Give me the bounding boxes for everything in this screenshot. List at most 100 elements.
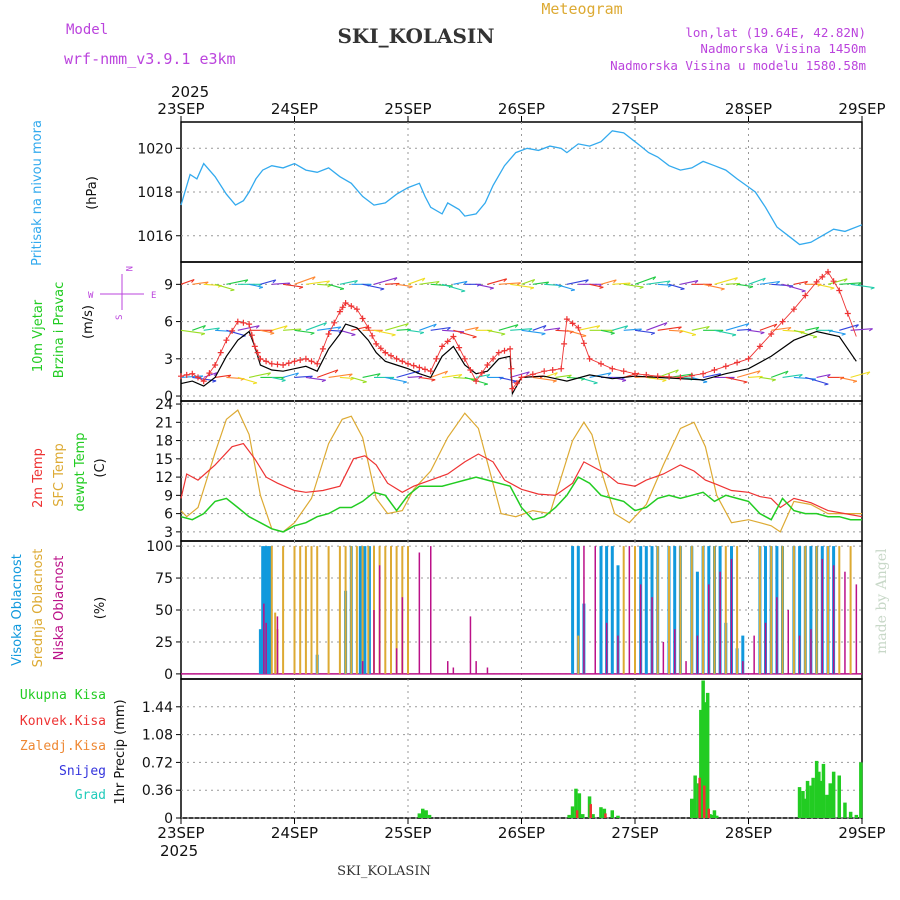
y-tick-label: 9 bbox=[164, 277, 173, 293]
gust-marker bbox=[456, 344, 463, 351]
wind-arrow bbox=[510, 283, 534, 289]
wind-arrow bbox=[714, 277, 738, 285]
cloud-bar bbox=[702, 546, 705, 674]
precip-bar bbox=[591, 814, 595, 818]
cloud-bar bbox=[810, 629, 812, 674]
gust-marker bbox=[274, 361, 281, 368]
cloud-bar bbox=[304, 546, 307, 674]
cloud-bar bbox=[401, 597, 404, 674]
cloud-bar bbox=[258, 629, 262, 674]
cloud-bar bbox=[668, 546, 670, 674]
wind-arrow bbox=[407, 277, 426, 285]
wind-arrow-head bbox=[191, 279, 195, 283]
watermark: made by Angel bbox=[874, 548, 890, 654]
y-tick-label: 0 bbox=[164, 667, 173, 683]
cloud-bar bbox=[430, 546, 432, 674]
cloud-bar bbox=[571, 546, 575, 674]
precip-unit: 1hr Precip (mm) bbox=[113, 699, 128, 804]
wind-arrow bbox=[657, 283, 672, 286]
wind-arrow bbox=[362, 283, 385, 290]
wind-arrow bbox=[680, 280, 699, 285]
wind-arrow-head bbox=[705, 326, 710, 330]
cloud-bar bbox=[378, 565, 381, 674]
y-tick-label: 0 bbox=[164, 389, 173, 405]
cloud-bar bbox=[809, 546, 813, 674]
gust-marker bbox=[575, 324, 582, 331]
wind-arrow-head bbox=[662, 379, 667, 383]
wind-arrow-head bbox=[483, 383, 488, 386]
wind-arrow bbox=[805, 376, 829, 385]
precip-bar bbox=[581, 814, 585, 818]
y-tick-label: 21 bbox=[155, 415, 173, 431]
wind-arrow bbox=[407, 329, 424, 334]
precip-bar bbox=[690, 798, 694, 818]
gust-marker bbox=[529, 371, 536, 378]
cloud-bar bbox=[673, 546, 677, 674]
y-tick-label: 1.08 bbox=[142, 728, 173, 744]
cloud-bar bbox=[605, 622, 608, 674]
gust-marker bbox=[768, 331, 775, 337]
model-name: wrf-nmm_v3.9.1 e3km bbox=[64, 50, 236, 68]
wind-arrow bbox=[555, 283, 575, 291]
wind-arrow bbox=[180, 329, 205, 335]
wind-arrow-head bbox=[281, 379, 286, 383]
cloud-bar bbox=[610, 546, 614, 674]
cloud-bar bbox=[770, 546, 773, 674]
wind-arrow-head bbox=[663, 322, 668, 327]
wind-arrow-head bbox=[866, 371, 871, 376]
gust-marker bbox=[373, 340, 380, 347]
x-tick-label-bottom: 23SEP bbox=[157, 824, 204, 842]
legend-grad: Grad bbox=[75, 788, 106, 803]
precip-bar bbox=[698, 777, 701, 818]
wind-arrow-head bbox=[804, 280, 808, 285]
gust-marker bbox=[711, 367, 718, 373]
cloud-bar bbox=[696, 635, 699, 674]
wind-arrow bbox=[283, 328, 302, 331]
wind-arrow bbox=[498, 282, 521, 285]
gridlines bbox=[181, 122, 862, 819]
y-tick-label: 9 bbox=[164, 488, 173, 504]
wind-arrow-head bbox=[868, 328, 873, 332]
wind-arrow-head bbox=[270, 332, 275, 335]
cloud-bar bbox=[855, 584, 858, 674]
wind-arrow bbox=[192, 324, 206, 331]
precip-bar bbox=[814, 760, 819, 818]
precip-label: 1hr Precip bbox=[113, 739, 128, 805]
temp-unit: (C) bbox=[93, 458, 108, 477]
cloud-bar bbox=[753, 635, 755, 674]
wind-arrow bbox=[192, 281, 209, 285]
wind-arrow bbox=[294, 329, 315, 334]
cloud-bar bbox=[713, 546, 716, 674]
gust-marker bbox=[563, 316, 570, 323]
cloud-bar bbox=[577, 635, 580, 674]
gust-marker bbox=[251, 343, 258, 350]
gust-marker bbox=[490, 355, 497, 362]
wind-arrow-head bbox=[267, 372, 271, 376]
wind-arrow-head bbox=[841, 333, 846, 336]
wind-arrow bbox=[305, 280, 330, 285]
wind-arrow bbox=[532, 281, 549, 285]
cloud-bar bbox=[776, 597, 778, 674]
gust-marker bbox=[620, 368, 627, 375]
cloud-bar bbox=[475, 661, 477, 674]
gust-marker bbox=[314, 360, 321, 367]
cloud-bar bbox=[338, 546, 341, 674]
cloud-bar bbox=[310, 546, 313, 674]
compass-e: E bbox=[151, 291, 156, 301]
wind-arrow bbox=[782, 283, 806, 292]
wind-arrow bbox=[237, 376, 258, 384]
gust-marker bbox=[339, 304, 346, 311]
y-tick-label: 0 bbox=[164, 811, 173, 827]
gust-marker bbox=[518, 374, 525, 381]
gust-marker bbox=[229, 327, 236, 334]
gust-marker bbox=[336, 308, 343, 315]
wind-arrow bbox=[759, 376, 776, 381]
panel-frame bbox=[180, 678, 863, 819]
station-title: SKI_KOLASIN bbox=[337, 24, 494, 48]
wind-arrow bbox=[737, 328, 752, 331]
wind-arrow-head bbox=[213, 372, 218, 376]
wind-label-2: Brzina i Pravac bbox=[52, 282, 67, 379]
wind-arrow bbox=[623, 328, 642, 331]
wind-arrow bbox=[248, 372, 271, 378]
wind-arrow bbox=[612, 282, 631, 285]
